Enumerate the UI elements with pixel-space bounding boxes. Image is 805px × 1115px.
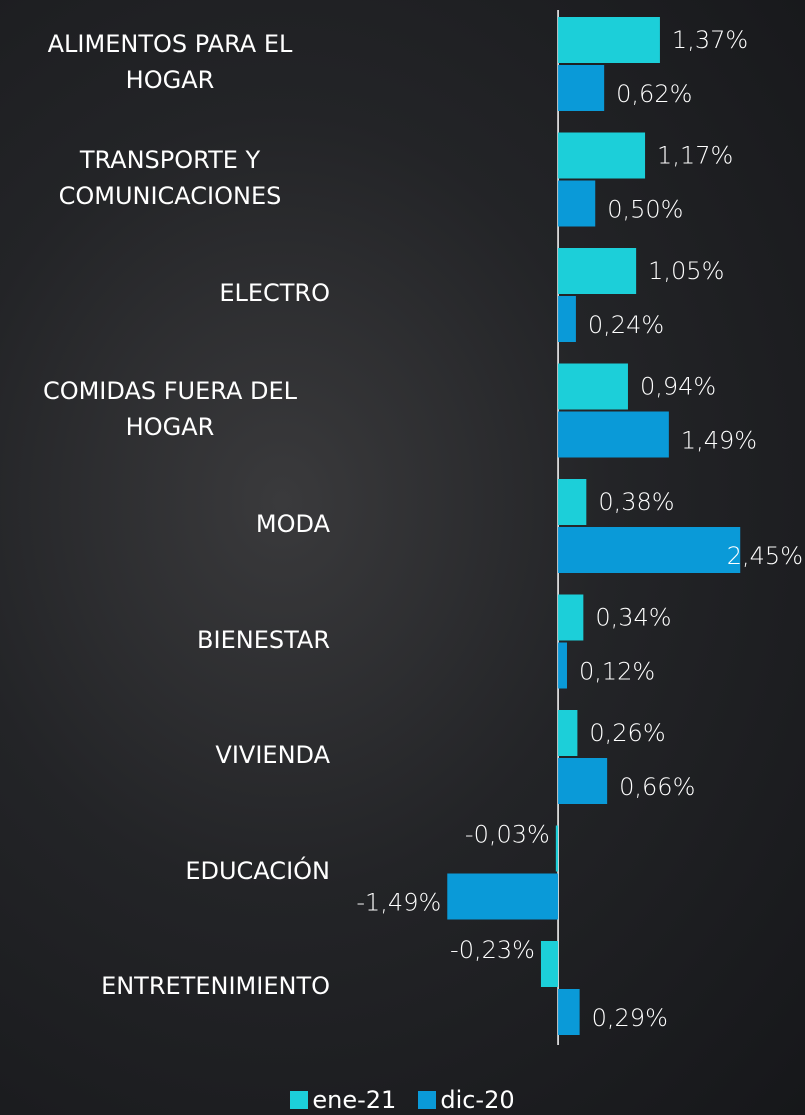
category-label: ENTRETENIMIENTO xyxy=(0,936,330,1036)
category-text: ALIMENTOS PARA EL HOGAR xyxy=(47,30,293,94)
value-label: 0,62% xyxy=(616,80,692,108)
bar xyxy=(558,248,637,294)
value-label: -0,23% xyxy=(450,936,535,964)
bar xyxy=(447,873,559,920)
legend-swatch xyxy=(290,1091,309,1109)
value-label: 0,50% xyxy=(607,196,683,224)
category-text: VIVIENDA xyxy=(215,741,330,769)
legend-item: dic-20 xyxy=(418,1086,515,1114)
category-label: VIVIENDA xyxy=(0,705,330,805)
legend-label: dic-20 xyxy=(440,1086,515,1114)
bar xyxy=(558,65,605,111)
value-label: 0,12% xyxy=(579,658,655,686)
category-label: COMIDAS FUERA DEL HOGAR xyxy=(0,359,330,459)
value-label: 1,05% xyxy=(648,257,724,285)
bar xyxy=(558,363,628,410)
bar xyxy=(558,710,578,756)
bar xyxy=(558,527,741,573)
category-label: TRANSPORTE Y COMUNICACIONES xyxy=(0,128,330,228)
value-label: 2,45% xyxy=(727,542,803,570)
category-text: BIENESTAR xyxy=(197,625,330,654)
value-label: 0,38% xyxy=(598,488,674,516)
value-label: 1,37% xyxy=(672,26,748,54)
category-label: ALIMENTOS PARA EL HOGAR xyxy=(0,12,330,112)
value-label: -1,49% xyxy=(356,889,441,917)
category-text: ENTRETENIMIENTO xyxy=(101,972,330,1000)
value-label: 0,26% xyxy=(589,719,665,747)
bar xyxy=(558,594,584,641)
category-text: EDUCACIÓN xyxy=(185,856,330,885)
category-label: MODA xyxy=(0,474,330,574)
bar xyxy=(558,642,567,689)
bar xyxy=(558,132,646,179)
value-label: 0,66% xyxy=(619,773,695,801)
legend: ene-21 dic-20 xyxy=(0,1086,805,1114)
value-label: 1,49% xyxy=(681,427,757,455)
value-label: 0,24% xyxy=(588,311,664,339)
category-label: ELECTRO xyxy=(0,243,330,343)
category-text: TRANSPORTE Y COMUNICACIONES xyxy=(58,145,282,210)
value-label: 0,94% xyxy=(640,373,716,401)
value-label: 0,34% xyxy=(595,604,671,632)
category-text: MODA xyxy=(255,510,330,538)
bar xyxy=(558,17,660,63)
category-text: COMIDAS FUERA DEL HOGAR xyxy=(42,376,298,441)
bar xyxy=(558,180,596,227)
value-label: 0,29% xyxy=(592,1004,668,1032)
category-text: ELECTRO xyxy=(219,279,330,307)
bar xyxy=(558,479,587,525)
bar xyxy=(558,989,580,1035)
value-label: -0,03% xyxy=(465,821,550,849)
bar xyxy=(558,758,608,804)
category-label: EDUCACIÓN xyxy=(0,821,330,921)
legend-swatch xyxy=(418,1091,437,1109)
value-label: 1,17% xyxy=(657,142,733,170)
bar xyxy=(555,825,559,872)
bar xyxy=(558,411,669,458)
bar xyxy=(540,941,559,987)
legend-item: ene-21 xyxy=(290,1086,396,1114)
bar xyxy=(558,296,576,342)
legend-label: ene-21 xyxy=(312,1086,397,1114)
category-label: BIENESTAR xyxy=(0,590,330,690)
